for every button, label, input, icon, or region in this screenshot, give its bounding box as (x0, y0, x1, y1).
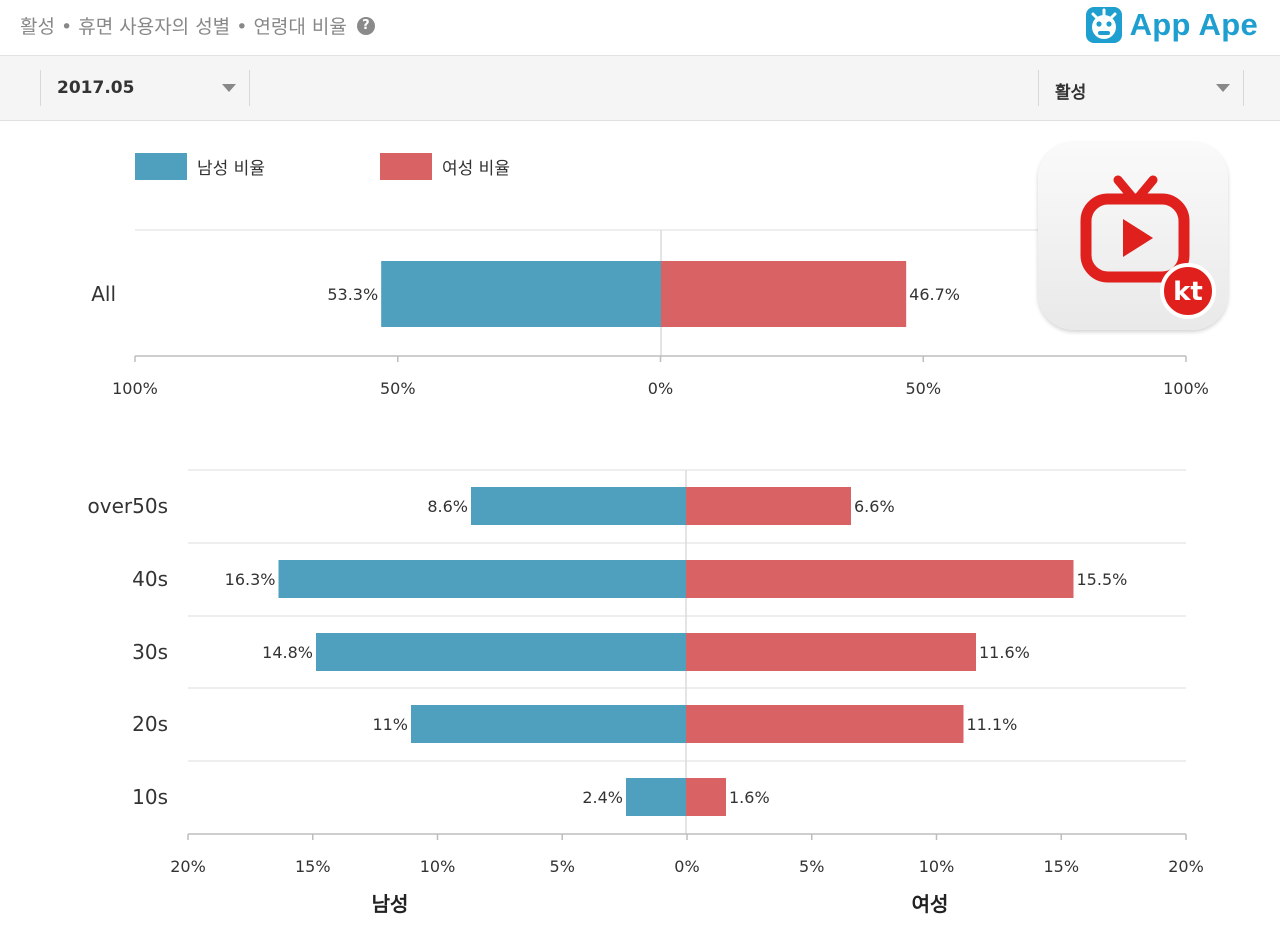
all-category-label: All (91, 282, 116, 306)
age-value-label-female: 15.5% (1077, 570, 1128, 589)
all-tick-label: 100% (112, 379, 158, 398)
all-bar-female (661, 261, 907, 327)
age-bar-female (686, 705, 964, 743)
legend-female-label: 여성 비율 (442, 159, 510, 179)
age-tick-label: 10% (420, 857, 456, 876)
period-select[interactable]: 2017.05 (40, 70, 250, 106)
age-tick-label: 15% (1043, 857, 1079, 876)
age-value-label-female: 11.6% (979, 643, 1030, 662)
brand[interactable]: App Ape (1084, 5, 1258, 45)
kt-badge-text: kt (1173, 277, 1203, 307)
period-select-value: 2017.05 (57, 78, 135, 98)
legend-male-label: 남성 비율 (197, 159, 265, 179)
page-title-text: 활성 • 휴면 사용자의 성별 • 연령대 비율 (20, 16, 347, 38)
brand-name: App Ape (1129, 7, 1258, 42)
age-bar-male (278, 560, 686, 598)
x-axis-label-male: 남성 (372, 892, 409, 916)
age-bar-female (686, 778, 726, 816)
age-tick-label: 10% (919, 857, 955, 876)
age-bar-male (411, 705, 686, 743)
age-category-label: over50s (88, 494, 168, 518)
filter-toolbar: 2017.05 활성 (0, 56, 1280, 121)
age-bar-male (626, 778, 686, 816)
age-tick-label: 20% (170, 857, 206, 876)
legend-female-swatch (380, 153, 432, 180)
all-tick-label: 50% (380, 379, 416, 398)
age-bar-female (686, 560, 1074, 598)
age-tick-label: 5% (799, 857, 824, 876)
status-select[interactable]: 활성 (1038, 70, 1244, 106)
chevron-down-icon (222, 84, 236, 92)
x-axis-label-female: 여성 (912, 892, 949, 916)
question-circle-icon[interactable]: ? (356, 16, 375, 35)
age-value-label-male: 2.4% (582, 788, 623, 807)
age-tick-label: 15% (295, 857, 331, 876)
all-value-label-female: 46.7% (909, 285, 960, 304)
age-category-label: 30s (132, 640, 168, 664)
all-bar-male (381, 261, 661, 327)
header-bar: 활성 • 휴면 사용자의 성별 • 연령대 비율 ? App Ape (0, 0, 1280, 56)
all-value-label-male: 53.3% (327, 285, 378, 304)
legend-female: 여성 비율 (380, 153, 510, 180)
app-ape-logo-icon (1085, 7, 1122, 43)
age-category-label: 10s (132, 785, 168, 809)
age-value-label-female: 6.6% (854, 497, 895, 516)
age-value-label-male: 8.6% (427, 497, 468, 516)
age-value-label-male: 11% (372, 715, 408, 734)
age-value-label-female: 11.1% (967, 715, 1018, 734)
age-bar-female (686, 633, 976, 671)
chevron-down-icon (1216, 84, 1230, 92)
age-tick-label: 20% (1168, 857, 1204, 876)
age-value-label-male: 16.3% (225, 570, 276, 589)
tv-play-icon: kt (1080, 175, 1216, 319)
age-value-label-female: 1.6% (729, 788, 770, 807)
age-value-label-male: 14.8% (262, 643, 313, 662)
age-tick-label: 5% (550, 857, 575, 876)
legend-male: 남성 비율 (135, 153, 265, 180)
page-title: 활성 • 휴면 사용자의 성별 • 연령대 비율 ? (20, 12, 375, 39)
age-bar-female (686, 487, 851, 525)
all-tick-label: 0% (648, 379, 673, 398)
age-bar-male (471, 487, 686, 525)
age-category-label: 40s (132, 567, 168, 591)
all-tick-label: 50% (905, 379, 941, 398)
age-tick-label: 0% (674, 857, 699, 876)
age-bar-male (316, 633, 686, 671)
kt-tv-app-icon: kt (1038, 142, 1228, 330)
legend-male-swatch (135, 153, 187, 180)
all-tick-label: 100% (1163, 379, 1209, 398)
status-select-value: 활성 (1055, 83, 1087, 103)
age-category-label: 20s (132, 712, 168, 736)
